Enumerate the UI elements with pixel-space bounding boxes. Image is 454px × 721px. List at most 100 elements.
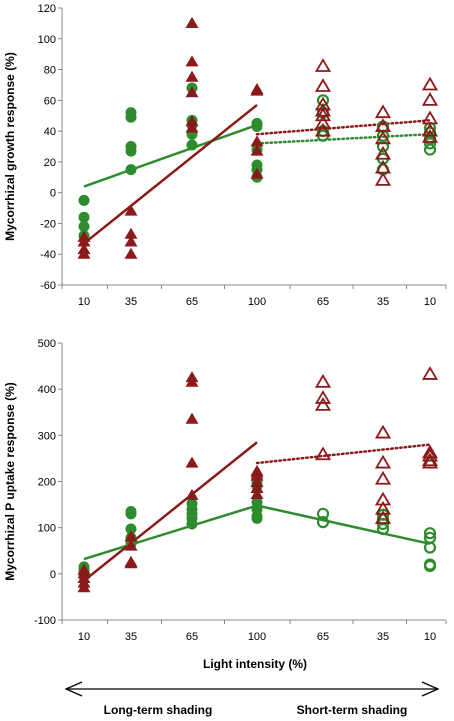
y-tick-label: 40 [44, 126, 56, 138]
x-tick-label: 65 [186, 296, 198, 308]
long-term-red-triangle-point [250, 475, 264, 487]
short-term-red-triangle-point [421, 447, 439, 462]
long-term-red-triangle-point [124, 247, 138, 259]
long-term-green-circle-point [125, 145, 137, 157]
short-term-shading-label: Short-term shading [297, 703, 408, 717]
short-term-red-triangle-point [374, 454, 392, 469]
long-term-red-triangle-point [124, 235, 138, 247]
long-term-red-triangle-point [77, 247, 91, 259]
long-term-red-triangle-point [185, 456, 199, 468]
x-tick-label: 35 [125, 296, 137, 308]
long-term-red-triangle-point [77, 581, 91, 593]
y-tick-label: -100 [34, 615, 56, 627]
long-term-green-circle-point [251, 512, 263, 524]
short-term-red-triangle-point [314, 107, 332, 122]
bottom-panel: -100 0 100 200 300 400 500 10 35 65 100 65 35 10 Mycor… [3, 338, 447, 643]
short-term-green-circle-point [316, 507, 330, 520]
short-term-green-circle-point [376, 140, 390, 153]
short-term-green-circle-point [423, 559, 437, 573]
y-axis-title: Mycorrhizal P uptake response (%) [3, 382, 17, 581]
long-term-red-triangle-point [250, 481, 264, 493]
short-term-red-triangle-point [421, 122, 439, 137]
trend-line-green-solid [83, 123, 258, 188]
short-term-red-triangle-point [314, 122, 332, 137]
x-axis-title: Light intensity (%) [203, 657, 307, 671]
short-term-red-triangle-point [374, 172, 392, 186]
x-tick-label: 35 [377, 296, 389, 308]
long-term-red-triangle-point [77, 235, 91, 247]
x-tick-label: 65 [317, 296, 329, 308]
long-term-green-circle-point [78, 194, 90, 206]
long-term-red-triangle-point [185, 16, 199, 28]
short-term-red-triangle-point [314, 373, 332, 388]
long-term-red-triangle-point [250, 167, 264, 179]
short-term-green-circle-point [376, 517, 390, 531]
y-tick-label: 60 [44, 95, 56, 107]
trend-line-green-solid [256, 504, 431, 546]
short-term-red-triangle-point [314, 78, 332, 92]
long-term-red-triangle-point [185, 55, 199, 67]
short-term-red-triangle-point [314, 58, 332, 72]
short-term-red-triangle-point [314, 115, 332, 129]
y-tick-label: 100 [38, 34, 56, 46]
short-term-green-circle-point [316, 516, 330, 529]
y-tick-label: -60 [40, 280, 56, 292]
short-term-red-triangle-point [374, 500, 392, 515]
short-term-red-triangle-point [421, 76, 439, 91]
trend-line-red-dotted [255, 119, 432, 136]
y-tick-label: -40 [40, 249, 56, 261]
long-term-red-triangle-point [124, 557, 138, 569]
short-term-red-triangle-point [314, 397, 332, 411]
trend-line-green-solid [83, 504, 258, 561]
y-tick-label: 200 [38, 477, 56, 489]
long-term-red-triangle-point [124, 530, 138, 542]
long-term-red-triangle-point [250, 84, 264, 96]
short-term-red-triangle-point [374, 104, 392, 119]
long-term-red-triangle-point [124, 539, 138, 551]
short-term-red-triangle-point [421, 454, 439, 469]
long-term-red-triangle-point [185, 121, 199, 133]
short-term-green-circle-point [376, 522, 390, 536]
short-term-red-triangle-point [374, 424, 392, 439]
long-term-red-triangle-point [250, 144, 264, 156]
trend-line-red-dotted [255, 443, 432, 465]
y-tick-label: -20 [40, 218, 56, 230]
x-tick-label: 100 [248, 296, 266, 308]
long-term-green-circle-point [78, 221, 90, 233]
long-term-red-triangle-point [185, 86, 199, 98]
y-tick-label: 0 [50, 569, 56, 581]
long-term-green-circle-point [186, 518, 198, 530]
short-term-green-circle-point [423, 527, 437, 540]
y-tick-label: 300 [38, 430, 56, 442]
arrow-head-right [421, 681, 440, 697]
short-term-red-triangle-point [421, 452, 439, 467]
trend-line-red-solid [83, 441, 258, 582]
top-panel: -60 -40 -20 0 20 40 60 80 100 120 10 35 65 100 65 35 10 M… [3, 3, 447, 308]
long-term-green-circle-point [251, 120, 263, 132]
long-term-green-circle-point [125, 111, 137, 123]
y-axis-title: Mycorrhizal growth response (%) [3, 52, 17, 241]
short-term-red-triangle-point [374, 470, 392, 485]
x-tick-label: 10 [424, 631, 436, 643]
x-tick-label: 100 [248, 631, 266, 643]
long-term-red-triangle-point [185, 488, 199, 500]
long-term-red-triangle-point [250, 135, 264, 147]
trend-line-red-solid [83, 103, 258, 245]
long-term-red-triangle-point [250, 469, 264, 481]
long-term-green-circle-point [125, 164, 137, 176]
short-term-red-triangle-point [374, 145, 392, 160]
y-tick-label: 80 [44, 65, 56, 77]
short-term-red-triangle-point [421, 128, 439, 143]
y-tick-label: 100 [38, 523, 56, 535]
short-term-red-triangle-point [421, 92, 439, 106]
y-tick-label: 0 [50, 188, 56, 200]
x-tick-label: 10 [78, 631, 90, 643]
long-term-shading-label: Long-term shading [104, 703, 213, 717]
x-tick-label: 10 [424, 296, 436, 308]
short-term-red-triangle-point [421, 110, 439, 125]
long-term-red-triangle-point [124, 227, 138, 239]
short-term-red-triangle-point [314, 446, 332, 461]
arrow-head-left [64, 681, 83, 697]
x-tick-label: 65 [317, 631, 329, 643]
